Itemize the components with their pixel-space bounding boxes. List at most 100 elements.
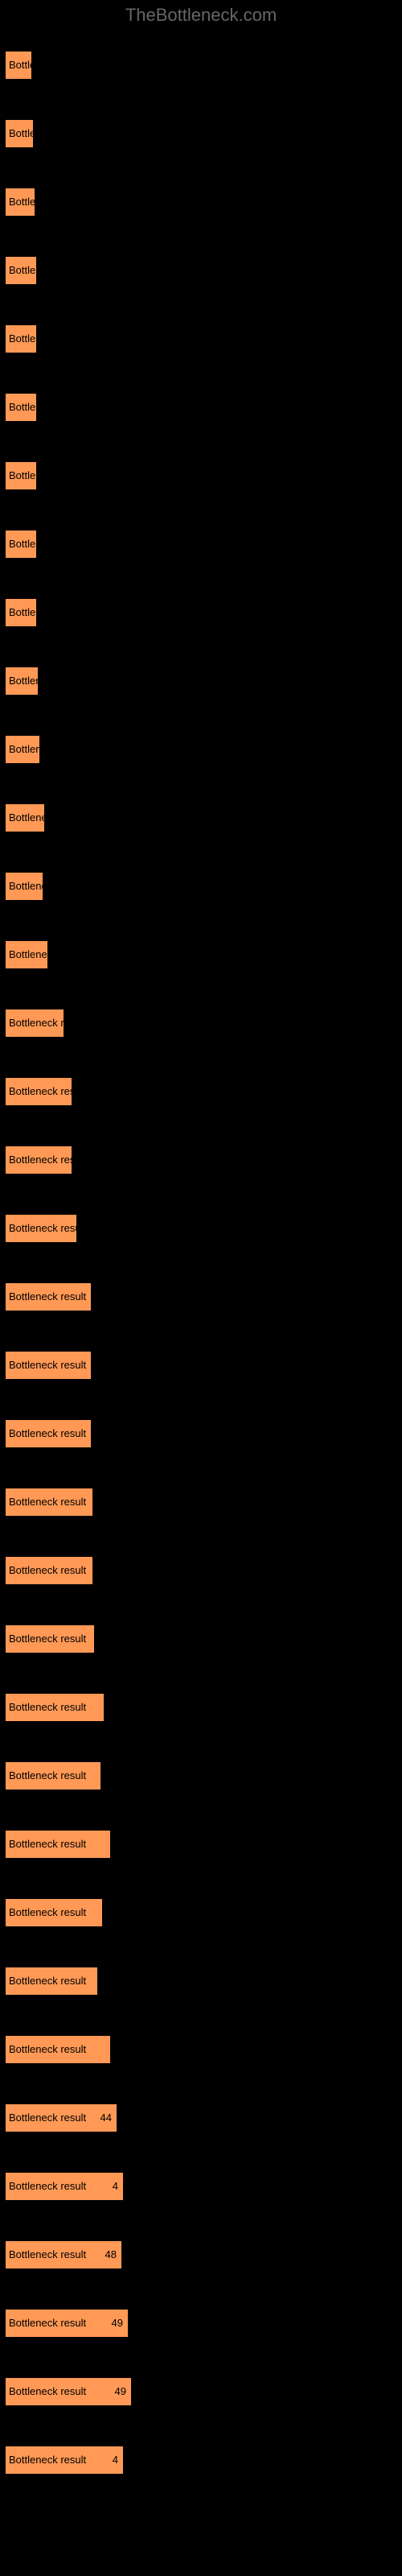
bar-value: 44	[100, 2112, 112, 2124]
bar-label: Bottleneck	[9, 948, 47, 960]
bar-row: Bottlene	[5, 441, 402, 510]
bar-label: Bottleneck resu	[9, 1154, 72, 1166]
bar-fill: Bottleneck result	[5, 1556, 93, 1585]
bar-row: Bottleneck result	[5, 1946, 402, 2015]
bar-fill: Bottleneck result49	[5, 2309, 129, 2338]
bar-fill: Bottleneck result	[5, 1967, 98, 1996]
bar-fill: Bottleneck result4	[5, 2446, 124, 2475]
bar-row: Bottleneck result4	[5, 2152, 402, 2220]
bar-fill: Bottleneck result	[5, 1282, 92, 1311]
bar-row: Bottleneck result	[5, 1878, 402, 1946]
bar-label: Bottleneck result	[9, 2385, 86, 2397]
bar-fill: Bottleneck result	[5, 1419, 92, 1448]
bar-fill: Bottleneck result 49	[5, 2377, 132, 2406]
bar-label: Bottleneck result	[9, 1769, 86, 1781]
bar-label: Bottleneck result	[9, 2454, 86, 2466]
bar-chart: Bottle Bottlen Bottlene Bottlene Bottlene Bot…	[0, 27, 402, 2494]
bar-fill: Bottleneck result	[5, 1898, 103, 1927]
bar-fill: Bottlene	[5, 667, 39, 696]
bar-row: Bottleneck result	[5, 1741, 402, 1810]
bar-value: 48	[105, 2248, 117, 2260]
bar-row: Bottlen	[5, 99, 402, 167]
bar-label: Bottleneck result	[9, 2043, 86, 2055]
bar-label: Bottlene	[9, 264, 36, 276]
bar-value: 4	[113, 2043, 119, 2055]
bar-row: Bottleneck result	[5, 1399, 402, 1468]
bar-label: Bottleneck	[9, 811, 44, 824]
bar-label: Bottlenec	[9, 880, 43, 892]
bar-fill: Bottleneck	[5, 803, 45, 832]
bar-row: Bottlene	[5, 510, 402, 578]
bar-row: Bottleneck result	[5, 1194, 402, 1262]
bar-fill: Bottleneck res	[5, 1009, 64, 1038]
bar-label: Bottlene	[9, 196, 35, 208]
bar-label: Bottlene	[9, 675, 38, 687]
bar-fill: Bottlene	[5, 598, 37, 627]
bar-fill: Bottleneck	[5, 940, 48, 969]
bar-fill: Bottlene	[5, 188, 35, 217]
bar-row: Bottlenec	[5, 715, 402, 783]
bar-label: Bottleneck result	[9, 1359, 86, 1371]
bar-fill: Bottle	[5, 51, 32, 80]
bar-row: Bottlene	[5, 236, 402, 304]
bar-row: Bottleneck result	[5, 1331, 402, 1399]
bar-fill: Bottleneck result 44	[5, 2103, 117, 2132]
bar-label: Bottleneck result	[9, 1564, 86, 1576]
bar-fill: Bottleneck resu	[5, 1146, 72, 1174]
bar-row: Bottlenec	[5, 852, 402, 920]
bar-label: Bottleneck result	[9, 1633, 86, 1645]
bar-row: Bottleneck result	[5, 1604, 402, 1673]
bar-fill: Bottleneck result	[5, 1488, 93, 1517]
bar-row: Bottleneck result4	[5, 2425, 402, 2494]
bar-label: Bottleneck result	[9, 2112, 86, 2124]
bar-label: Bottleneck result	[9, 1222, 76, 1234]
bar-fill: Bottlenec	[5, 872, 43, 901]
bar-row: Bottleneck result	[5, 1673, 402, 1741]
bar-row: Bottleneck result 48	[5, 2220, 402, 2289]
bar-label: Bottleneck result	[9, 1975, 86, 1987]
bar-fill: Bottlene	[5, 393, 37, 422]
bar-value: 4	[113, 1838, 119, 1850]
bar-row: Bottleneck	[5, 920, 402, 989]
bar-row: Bottleneck resu	[5, 1125, 402, 1194]
bar-label: Bottleneck result	[9, 1701, 86, 1713]
bar-row: Bottleneck res	[5, 989, 402, 1057]
bar-value: 49	[112, 2317, 123, 2329]
bar-label: Bottlene	[9, 538, 36, 550]
bar-label: Bottleneck result	[9, 2180, 86, 2192]
bar-row: Bottleneck result49	[5, 2289, 402, 2357]
bar-row: Bottleneck result 4	[5, 2015, 402, 2083]
bar-row: Bottleneck result 4	[5, 1810, 402, 1878]
bar-row: Bottlene	[5, 578, 402, 646]
bar-label: Bottleneck result	[9, 1906, 86, 1918]
bar-label: Bottleneck result	[9, 2248, 86, 2260]
bar-label: Bottlene	[9, 332, 36, 345]
bar-row: Bottleneck result	[5, 1468, 402, 1536]
bar-row: Bottleneck result 44	[5, 2083, 402, 2152]
bar-fill: Bottlene	[5, 530, 37, 559]
bar-row: Bottle	[5, 31, 402, 99]
bar-label: Bottleneck result	[9, 1838, 86, 1850]
bar-fill: Bottlene	[5, 461, 37, 490]
bar-value: 49	[115, 2385, 126, 2397]
bar-label: Bottleneck res	[9, 1017, 64, 1029]
bar-label: Bottlene	[9, 606, 36, 618]
bar-row: Bottlene	[5, 373, 402, 441]
bar-fill: Bottleneck result	[5, 1761, 101, 1790]
bar-label: Bottleneck result	[9, 1496, 86, 1508]
bar-fill: Bottleneck result	[5, 1693, 105, 1722]
bar-label: Bottleneck result	[9, 1290, 86, 1302]
bar-row: Bottlene	[5, 304, 402, 373]
bar-fill: Bottleneck result4	[5, 1830, 111, 1859]
bar-label: Bottleneck result	[9, 1085, 72, 1097]
site-name: TheBottleneck.com	[125, 5, 277, 25]
bar-row: Bottleneck result 49	[5, 2357, 402, 2425]
bar-label: Bottlene	[9, 401, 36, 413]
bar-fill: Bottleneck result	[5, 1077, 72, 1106]
bar-label: Bottlene	[9, 469, 36, 481]
bar-fill: Bottleneck result 48	[5, 2240, 122, 2269]
bar-fill: Bottleneck result	[5, 1214, 77, 1243]
bar-fill: Bottlene	[5, 256, 37, 285]
bar-label: Bottleneck result	[9, 1427, 86, 1439]
bar-fill: Bottleneck result4	[5, 2172, 124, 2201]
